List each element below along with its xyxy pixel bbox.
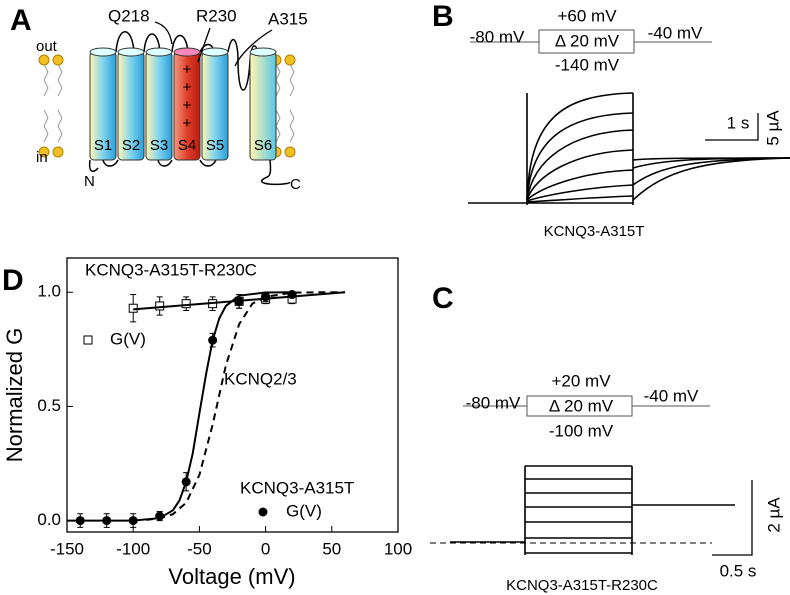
panel-d: D Voltage (mV) Normalized G KCNQ3-A315T-… — [2, 257, 412, 589]
panel-b: B +60 mV Δ 20 mV -140 mV -80 mV -40 mV 1… — [432, 0, 790, 240]
legend-marker — [83, 335, 93, 345]
side-label: in — [36, 149, 48, 166]
plot-frame — [66, 257, 399, 533]
legend-group: KCNQ3-A315T — [240, 478, 354, 497]
scale-bar — [705, 113, 759, 141]
terminus: C — [290, 176, 301, 193]
charge: + — [183, 61, 192, 78]
legend-label: G(V) — [286, 501, 322, 520]
fit-line — [146, 291, 346, 521]
scale-label: 1 s — [727, 113, 750, 132]
panel-label: C — [432, 282, 454, 315]
charge: + — [183, 115, 192, 132]
scale-label: 5 µA — [763, 110, 782, 146]
segment-label: S6 — [254, 137, 272, 154]
y-axis-label: Normalized G — [2, 328, 27, 462]
panel-label: B — [432, 0, 454, 33]
loops — [88, 31, 291, 186]
segment-label: S2 — [122, 137, 140, 154]
scale-label: 0.5 s — [720, 561, 757, 580]
panel-a: A — [10, 4, 308, 193]
scale-bar — [712, 480, 753, 556]
x-tick-label: -100 — [116, 539, 150, 558]
segment-label: S3 — [150, 137, 168, 154]
legend-marker — [258, 507, 268, 517]
protocol-label: -40 mV — [648, 23, 703, 42]
protocol-label: Δ 20 mV — [555, 31, 620, 50]
segment-label: S4 — [178, 137, 196, 154]
protocol-label: -40 mV — [644, 386, 699, 405]
protocol — [463, 395, 710, 417]
x-tick-label: -50 — [187, 539, 212, 558]
x-tick-label: -150 — [50, 539, 84, 558]
fit-line — [67, 291, 293, 522]
panel-c: C +20 mV Δ 20 mV -100 mV -80 mV -40 mV 0… — [430, 282, 783, 594]
protocol — [470, 29, 712, 54]
helices — [89, 47, 277, 161]
protocol-label: -100 mV — [549, 421, 614, 440]
protocol-label: Δ 20 mV — [549, 396, 614, 415]
charge: + — [183, 79, 192, 96]
y-tick-label: 1.0 — [37, 282, 61, 301]
charge: + — [183, 97, 192, 114]
pointers — [154, 21, 273, 67]
residue-label: Q218 — [108, 6, 150, 25]
legend-label: G(V) — [110, 329, 146, 348]
curve-label: KCNQ2/3 — [224, 369, 297, 388]
residue-label: A315 — [268, 9, 308, 28]
side-label: out — [36, 38, 58, 55]
panel-label: A — [10, 4, 32, 37]
residue-label: R230 — [196, 6, 237, 25]
protocol-label: +20 mV — [551, 371, 611, 390]
protocol-label: -80 mV — [466, 393, 521, 412]
y-tick-label: 0.5 — [37, 396, 61, 415]
protocol-label: +60 mV — [557, 6, 617, 25]
fit-line — [133, 291, 346, 311]
current-traces — [468, 92, 790, 205]
current-traces — [450, 465, 735, 555]
scale-label: 2 µA — [764, 497, 783, 533]
x-axis-label: Voltage (mV) — [168, 564, 295, 589]
x-tick-label: 100 — [384, 539, 412, 558]
segment-label: S5 — [206, 137, 224, 154]
protocol-label: -140 mV — [555, 55, 620, 74]
caption: KCNQ3-A315T — [544, 223, 645, 240]
segment-label: S1 — [94, 137, 112, 154]
protocol-label: -80 mV — [470, 27, 525, 46]
data-point — [181, 299, 191, 309]
x-tick-label: 50 — [322, 539, 341, 558]
caption: KCNQ3-A315T-R230C — [506, 577, 658, 594]
terminus: N — [84, 173, 95, 190]
panel-label: D — [2, 264, 24, 297]
data-point — [155, 301, 165, 311]
y-tick-label: 0.0 — [37, 510, 61, 529]
legend-group: KCNQ3-A315T-R230C — [85, 260, 257, 279]
x-tick-label: 0 — [261, 539, 270, 558]
